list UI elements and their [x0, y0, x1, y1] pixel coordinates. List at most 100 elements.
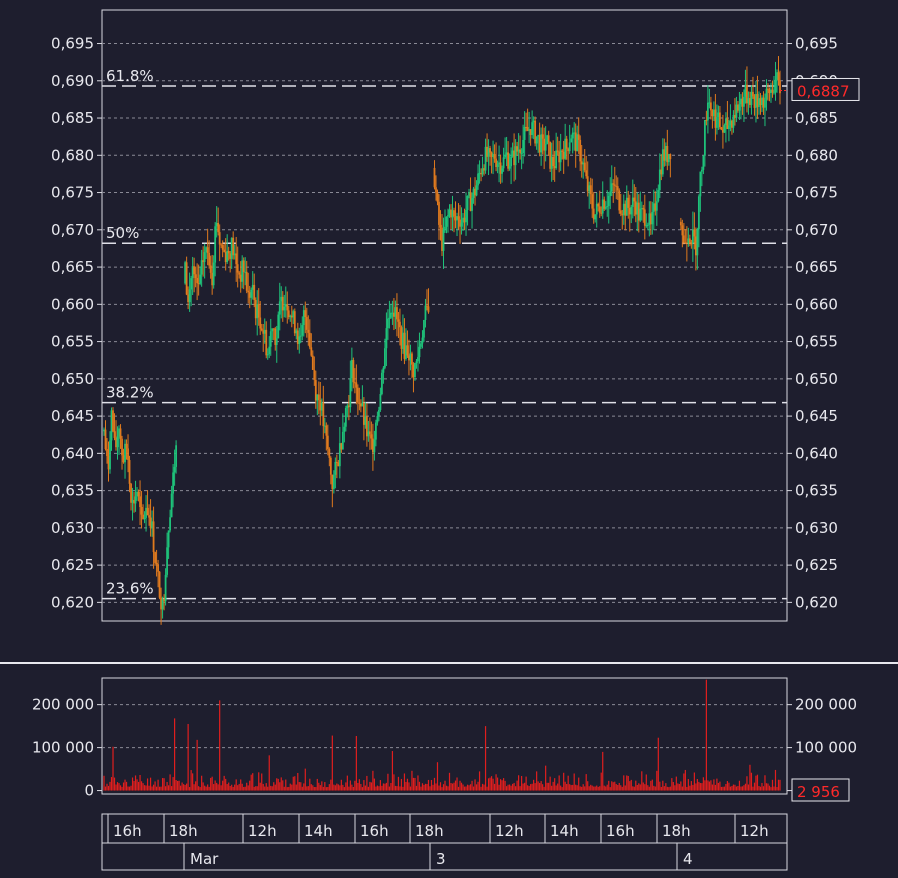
- price-tick-label-left: 0,675: [51, 184, 94, 202]
- candle-body-down: [412, 364, 415, 378]
- candle-body-up: [205, 247, 208, 253]
- candle-body-down: [211, 272, 214, 286]
- price-tick-label-left: 0,655: [51, 333, 94, 351]
- candle-body-up: [765, 88, 768, 100]
- candle-body-down: [370, 434, 373, 439]
- candle-body-up: [501, 168, 503, 174]
- price-tick-label-right: 0,625: [795, 556, 838, 574]
- price-tick-label-right: 0,630: [795, 519, 838, 537]
- volume-tick-label-right: 200 000: [795, 696, 857, 714]
- candle-body-down: [752, 91, 754, 97]
- price-tick-label-right: 0,660: [795, 295, 838, 313]
- candle-body-down: [669, 154, 672, 160]
- candle-body-down: [328, 448, 331, 458]
- candle-body-up: [531, 122, 534, 136]
- candle-body-down: [235, 253, 238, 265]
- candle-body-up: [738, 104, 741, 111]
- candle-body-down: [771, 89, 774, 93]
- candle-body-up: [732, 115, 735, 128]
- candle-body-down: [526, 127, 529, 131]
- candle-body-down: [616, 186, 619, 191]
- candle-body-up: [664, 146, 667, 161]
- candle-body-down: [438, 201, 440, 225]
- candle-body-up: [442, 229, 445, 251]
- candle-body-up: [648, 213, 651, 225]
- candle-body-up: [244, 271, 247, 273]
- candle-body-up: [568, 142, 571, 152]
- candle-body-down: [459, 219, 461, 227]
- candle-body-up: [708, 102, 711, 104]
- candle-body-up: [277, 314, 280, 339]
- candle-body-up: [466, 195, 469, 210]
- price-panel[interactable]: 0,695 0,690 0,685 0,680 0,675 0,670 0,665 0,660…: [51, 9, 860, 625]
- candle-body-up: [332, 474, 335, 489]
- candle-body-up: [588, 185, 591, 192]
- candle-body-up: [658, 169, 661, 191]
- candle-body-up: [594, 214, 597, 220]
- candle-body-up: [607, 195, 610, 207]
- candle-body-down: [454, 216, 457, 221]
- candle-body-down: [720, 127, 723, 130]
- candle-body-up: [465, 209, 467, 223]
- hour-labels: 16h 18h 12h 14h 16h 18h 12h 14h 16h 18h 12h: [107, 814, 769, 843]
- candle-body-up: [349, 378, 352, 408]
- candle-body-down: [547, 135, 550, 142]
- candle-body-down: [408, 355, 410, 361]
- time-axis[interactable]: 16h 18h 12h 14h 16h 18h 12h 14h 16h 18h 12h Mar 3 4: [101, 813, 788, 871]
- candle-body-up: [233, 253, 236, 256]
- candle-body-down: [217, 222, 220, 233]
- candle-body-down: [107, 456, 110, 470]
- price-tick-label-left: 0,695: [51, 35, 94, 53]
- candle-body-down: [453, 210, 455, 217]
- candle-body-down: [507, 152, 509, 169]
- candle-body-up: [511, 150, 514, 157]
- candle-body-down: [365, 416, 368, 437]
- candle-body-down: [308, 332, 311, 348]
- candle-body-down: [583, 162, 586, 171]
- candle-body-down: [624, 203, 627, 216]
- candle-body-down: [265, 329, 268, 356]
- candle-body-up: [604, 206, 607, 209]
- candle-body-down: [541, 134, 544, 139]
- candle-body-up: [700, 169, 703, 172]
- candle-body-up: [278, 301, 281, 315]
- candle-body-up: [188, 289, 191, 303]
- candle-body-up: [667, 154, 670, 163]
- price-tick-label-left: 0,685: [51, 109, 94, 127]
- candle-body-down: [411, 353, 413, 365]
- candle-body-up: [522, 139, 525, 154]
- candle-body-down: [125, 443, 128, 449]
- candle-body-down: [155, 562, 158, 565]
- candle-body-down: [197, 283, 200, 285]
- volume-panel[interactable]: 200 000 100 000 0 200 000 100 000 2 956: [32, 677, 857, 802]
- candle-body-down: [768, 89, 771, 94]
- candle-body-down: [534, 120, 537, 144]
- candle-body-down: [106, 449, 108, 457]
- candle-body-down: [314, 379, 317, 401]
- candle-body-up: [284, 304, 287, 307]
- candle-body-up: [606, 206, 609, 208]
- candle-body-down: [399, 321, 401, 328]
- candle-body-down: [591, 194, 594, 209]
- candle-body-up: [697, 196, 700, 230]
- candle-body-up: [514, 146, 517, 166]
- candle-body-up: [394, 307, 397, 317]
- candle-body-down: [218, 232, 221, 245]
- candle-body-up: [420, 343, 422, 347]
- price-tick-label-left: 0,640: [51, 444, 94, 462]
- candle-body-up: [573, 132, 576, 134]
- candle-body-down: [643, 209, 646, 226]
- candle-body-down: [711, 110, 714, 117]
- candle-body-up: [323, 425, 326, 427]
- candle-body-down: [356, 387, 359, 403]
- candle-body-up: [374, 422, 377, 440]
- candle-body-down: [206, 247, 209, 253]
- candle-body-down: [290, 315, 293, 318]
- candle-body-down: [121, 438, 123, 456]
- candle-body-up: [481, 168, 484, 175]
- price-tick-label-right: 0,695: [795, 35, 838, 53]
- candle-body-down: [705, 120, 708, 122]
- candle-body-down: [779, 80, 781, 94]
- candle-body-up: [657, 190, 660, 202]
- price-gridlines: [102, 43, 787, 603]
